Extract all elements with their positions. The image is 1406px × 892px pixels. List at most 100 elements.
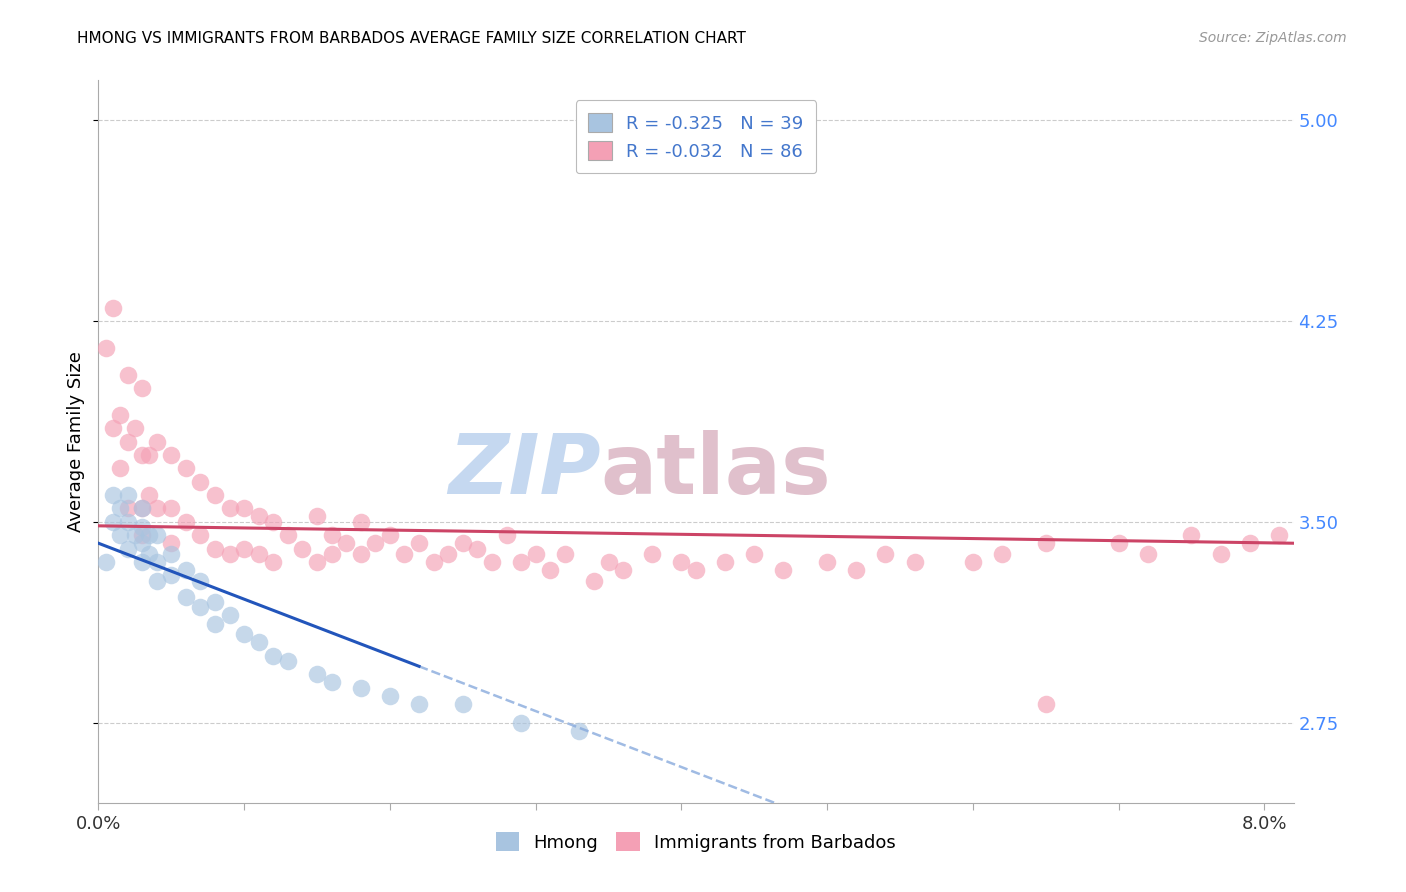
Point	[204, 595, 226, 609]
Point	[350, 681, 373, 695]
Point	[160, 547, 183, 561]
Point	[94, 555, 117, 569]
Text: atlas: atlas	[600, 430, 831, 511]
Point	[305, 555, 328, 569]
Point	[1035, 536, 1057, 550]
Point	[160, 568, 183, 582]
Point	[671, 555, 693, 569]
Point	[554, 547, 576, 561]
Point	[94, 341, 117, 355]
Point	[1136, 547, 1159, 561]
Point	[233, 541, 256, 556]
Point	[582, 574, 605, 588]
Point	[598, 555, 620, 569]
Point	[685, 563, 707, 577]
Point	[160, 448, 183, 462]
Point	[101, 421, 124, 435]
Point	[145, 528, 167, 542]
Point	[408, 697, 430, 711]
Text: Source: ZipAtlas.com: Source: ZipAtlas.com	[1199, 31, 1347, 45]
Point	[131, 536, 153, 550]
Point	[174, 461, 197, 475]
Point	[262, 648, 284, 663]
Point	[131, 520, 153, 534]
Point	[742, 547, 765, 561]
Point	[451, 697, 474, 711]
Text: HMONG VS IMMIGRANTS FROM BARBADOS AVERAGE FAMILY SIZE CORRELATION CHART: HMONG VS IMMIGRANTS FROM BARBADOS AVERAG…	[77, 31, 747, 46]
Point	[247, 509, 270, 524]
Point	[277, 654, 299, 668]
Point	[218, 501, 240, 516]
Point	[124, 528, 146, 542]
Point	[101, 515, 124, 529]
Point	[124, 421, 146, 435]
Point	[815, 555, 838, 569]
Point	[110, 408, 132, 422]
Point	[321, 547, 343, 561]
Point	[247, 635, 270, 649]
Point	[174, 515, 197, 529]
Point	[612, 563, 634, 577]
Point	[131, 381, 153, 395]
Point	[117, 515, 139, 529]
Point	[364, 536, 387, 550]
Point	[481, 555, 503, 569]
Point	[467, 541, 489, 556]
Point	[510, 555, 533, 569]
Point	[305, 667, 328, 681]
Point	[991, 547, 1014, 561]
Point	[1268, 528, 1291, 542]
Text: ZIP: ZIP	[447, 430, 600, 511]
Point	[131, 501, 153, 516]
Point	[131, 448, 153, 462]
Point	[190, 475, 212, 489]
Legend: Hmong, Immigrants from Barbados: Hmong, Immigrants from Barbados	[488, 824, 904, 859]
Point	[422, 555, 444, 569]
Point	[204, 488, 226, 502]
Y-axis label: Average Family Size: Average Family Size	[67, 351, 86, 532]
Point	[641, 547, 664, 561]
Point	[495, 528, 517, 542]
Point	[1180, 528, 1202, 542]
Point	[117, 501, 139, 516]
Point	[160, 501, 183, 516]
Point	[408, 536, 430, 550]
Point	[204, 616, 226, 631]
Point	[233, 501, 256, 516]
Point	[845, 563, 868, 577]
Point	[962, 555, 984, 569]
Point	[335, 536, 357, 550]
Point	[190, 528, 212, 542]
Point	[190, 574, 212, 588]
Point	[138, 528, 160, 542]
Point	[101, 488, 124, 502]
Point	[772, 563, 794, 577]
Point	[378, 689, 401, 703]
Point	[145, 434, 167, 449]
Point	[145, 501, 167, 516]
Point	[117, 488, 139, 502]
Point	[190, 600, 212, 615]
Point	[117, 541, 139, 556]
Point	[321, 528, 343, 542]
Point	[138, 547, 160, 561]
Point	[145, 555, 167, 569]
Point	[160, 536, 183, 550]
Point	[451, 536, 474, 550]
Point	[174, 590, 197, 604]
Point	[247, 547, 270, 561]
Point	[350, 515, 373, 529]
Point	[117, 434, 139, 449]
Point	[1035, 697, 1057, 711]
Point	[138, 488, 160, 502]
Point	[510, 715, 533, 730]
Point	[262, 555, 284, 569]
Point	[714, 555, 737, 569]
Point	[350, 547, 373, 561]
Point	[233, 627, 256, 641]
Point	[101, 301, 124, 315]
Point	[218, 608, 240, 623]
Point	[218, 547, 240, 561]
Point	[277, 528, 299, 542]
Point	[110, 501, 132, 516]
